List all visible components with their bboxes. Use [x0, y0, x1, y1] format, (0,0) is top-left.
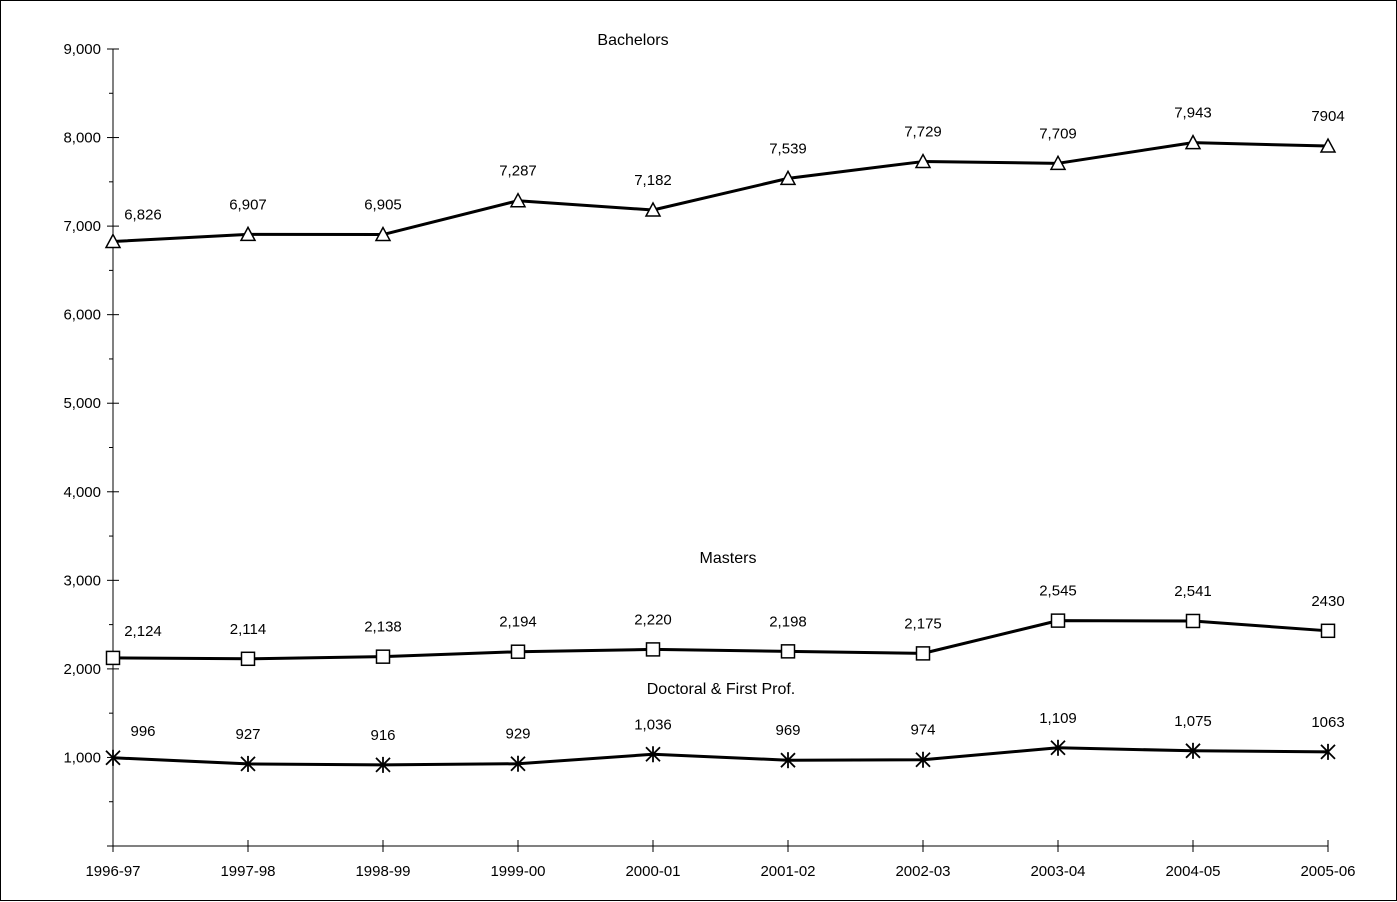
series-masters: [105, 613, 1336, 667]
asterisk-marker: [240, 755, 256, 772]
x-tick-label: 1998-99: [355, 863, 410, 880]
square-marker: [1050, 613, 1066, 628]
data-label: 2,124: [124, 623, 162, 640]
y-tick-label: 6,000: [63, 307, 101, 324]
data-label: 969: [775, 722, 800, 739]
y-tick-label: 2,000: [63, 661, 101, 678]
asterisk-marker: [1320, 743, 1336, 760]
series-bachelors: [104, 134, 1337, 249]
data-label: 2,220: [634, 611, 672, 628]
square-marker: [780, 644, 796, 659]
data-label: 1,075: [1174, 713, 1212, 730]
data-label: 7,539: [769, 140, 807, 157]
triangle-marker: [1184, 134, 1202, 150]
square-marker: [1185, 613, 1201, 629]
data-label: 7,287: [499, 163, 537, 180]
triangle-marker: [239, 225, 257, 242]
triangle-marker: [1319, 137, 1337, 153]
x-tick-label: 2004-05: [1165, 863, 1220, 880]
data-label: 2,175: [904, 615, 942, 632]
x-tick-label: 1996-97: [85, 863, 140, 880]
series-line-doctoral-first-prof: [112, 746, 1329, 767]
series-doctoral-first-prof: [105, 739, 1336, 773]
data-label: 2,541: [1174, 583, 1212, 600]
square-marker: [375, 649, 391, 664]
data-label: 7,182: [634, 172, 672, 189]
data-label: 2,138: [364, 619, 402, 636]
y-tick-label: 7,000: [63, 218, 101, 235]
data-label: 1063: [1311, 714, 1344, 731]
x-tick-label: 2003-04: [1030, 863, 1085, 880]
series-title: Doctoral & First Prof.: [647, 681, 795, 698]
square-marker: [105, 650, 121, 666]
y-tick-label: 4,000: [63, 484, 101, 501]
triangle-marker: [779, 169, 797, 186]
asterisk-marker: [780, 752, 796, 769]
x-tick-label: 2000-01: [625, 863, 680, 880]
x-tick-label: 2002-03: [895, 863, 950, 880]
asterisk-marker: [1185, 742, 1201, 759]
triangle-marker: [509, 192, 527, 208]
series-title: Bachelors: [597, 32, 668, 49]
triangle-marker: [104, 232, 122, 249]
y-tick-label: 8,000: [63, 130, 101, 147]
square-marker: [240, 651, 256, 667]
x-tick-label: 2005-06: [1300, 863, 1355, 880]
asterisk-marker: [1050, 739, 1066, 756]
data-label: 929: [505, 726, 530, 743]
y-tick-label: 1,000: [63, 749, 101, 766]
triangle-marker: [1049, 154, 1067, 171]
x-tick-label: 1999-00: [490, 863, 545, 880]
y-tick-label: 9,000: [63, 41, 101, 58]
data-label: 7,943: [1174, 105, 1212, 122]
asterisk-marker: [375, 756, 391, 773]
triangle-marker: [914, 152, 932, 169]
data-label: 927: [235, 726, 260, 743]
data-label: 7,729: [904, 124, 942, 141]
asterisk-marker: [915, 751, 931, 768]
triangle-marker: [644, 201, 662, 217]
data-label: 996: [130, 723, 155, 740]
square-marker: [915, 646, 931, 661]
data-label: 916: [370, 727, 395, 744]
data-label: 2430: [1311, 593, 1344, 610]
series-layer: [104, 134, 1337, 773]
y-tick-label: 3,000: [63, 572, 101, 589]
data-label: 974: [910, 722, 935, 739]
data-label: 7,709: [1039, 125, 1077, 142]
data-label: 6,907: [229, 196, 267, 213]
series-line-bachelors: [112, 141, 1329, 244]
data-label: 2,114: [230, 621, 266, 638]
x-tick-label: 2001-02: [760, 863, 815, 880]
square-marker: [510, 644, 526, 659]
data-label: 1,109: [1039, 710, 1077, 727]
asterisk-marker: [510, 755, 526, 772]
data-label: 2,194: [499, 614, 537, 631]
data-label: 1,036: [634, 716, 672, 733]
data-label: 6,826: [124, 207, 162, 224]
series-title: Masters: [700, 550, 757, 567]
asterisk-marker: [105, 749, 121, 766]
data-label: 7904: [1311, 108, 1344, 125]
y-tick-label: 5,000: [63, 395, 101, 412]
series-line-masters: [112, 619, 1329, 661]
data-label: 6,905: [364, 197, 402, 214]
labels-layer: 6,826 6,907 6,905 7,287 7,182 7,539 7,729 7,709…: [124, 32, 1344, 744]
triangle-marker: [374, 225, 392, 242]
data-label: 2,545: [1039, 583, 1077, 600]
square-marker: [645, 642, 661, 657]
asterisk-marker: [645, 746, 661, 763]
x-tick-label: 1997-98: [220, 863, 275, 880]
data-label: 2,198: [769, 613, 807, 630]
axes: 1,000 2,000 3,000 4,000 5,000 6,000 7,000 8,000…: [63, 41, 1355, 880]
square-marker: [1320, 623, 1336, 639]
